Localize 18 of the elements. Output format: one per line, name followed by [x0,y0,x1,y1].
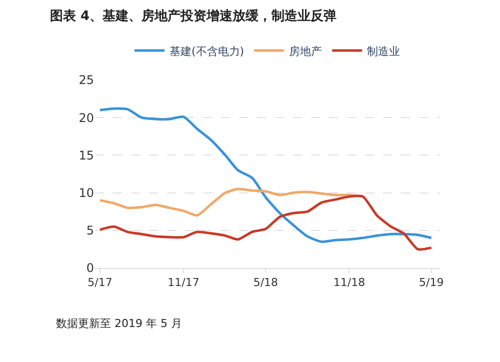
y-tick-label: 25 [78,73,94,88]
x-tick-label: 5/17 [88,276,112,290]
y-tick-label: 0 [86,261,94,276]
legend-label: 制造业 [367,44,400,58]
legend-label: 房地产 [289,44,322,58]
text: 数据更新至 2019 年 5 月 [56,317,182,330]
y-tick-label: 5 [86,224,94,238]
chart-title: 图表 4、基建、房地产投资增速放缓，制造业反弹 [50,8,337,24]
y-tick-label: 15 [78,148,94,162]
legend-label: 基建(不含电力) [170,44,244,58]
x-tick-label: 11/18 [333,276,366,290]
line-series [98,107,433,243]
y-tick-label: 20 [78,110,94,125]
x-tick-label: 11/17 [168,276,200,290]
line-series [98,194,433,251]
y-tick-label: 10 [78,186,94,200]
x-tick-label: 5/19 [419,276,444,290]
x-tick-label: 5/18 [253,276,278,290]
